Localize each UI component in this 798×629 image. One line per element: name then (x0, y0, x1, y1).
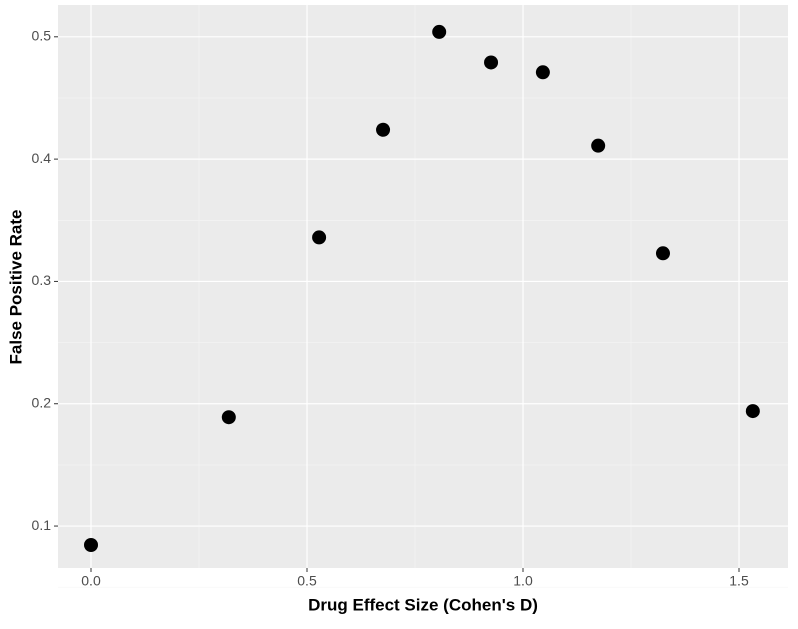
y-axis-title: False Positive Rate (6, 210, 25, 365)
y-tick-label: 0.3 (32, 272, 52, 288)
point (376, 122, 391, 137)
point (655, 246, 670, 261)
x-tick-label: 0.5 (297, 573, 317, 589)
point (84, 538, 99, 553)
y-tick-label: 0.4 (32, 150, 52, 166)
x-tick-label: 1.0 (513, 573, 533, 589)
y-tick-label: 0.5 (32, 28, 52, 44)
point (591, 138, 606, 153)
x-axis-title: Drug Effect Size (Cohen's D) (308, 595, 538, 614)
panel (58, 5, 788, 568)
point (745, 404, 760, 419)
point (221, 410, 236, 425)
x-tick-label: 1.5 (729, 573, 749, 589)
y-tick-label: 0.1 (32, 517, 52, 533)
point (312, 230, 327, 245)
point (432, 24, 447, 39)
y-tick-label: 0.2 (32, 394, 52, 410)
x-tick-label: 0.0 (81, 573, 101, 589)
point (535, 65, 550, 80)
point (484, 55, 499, 70)
